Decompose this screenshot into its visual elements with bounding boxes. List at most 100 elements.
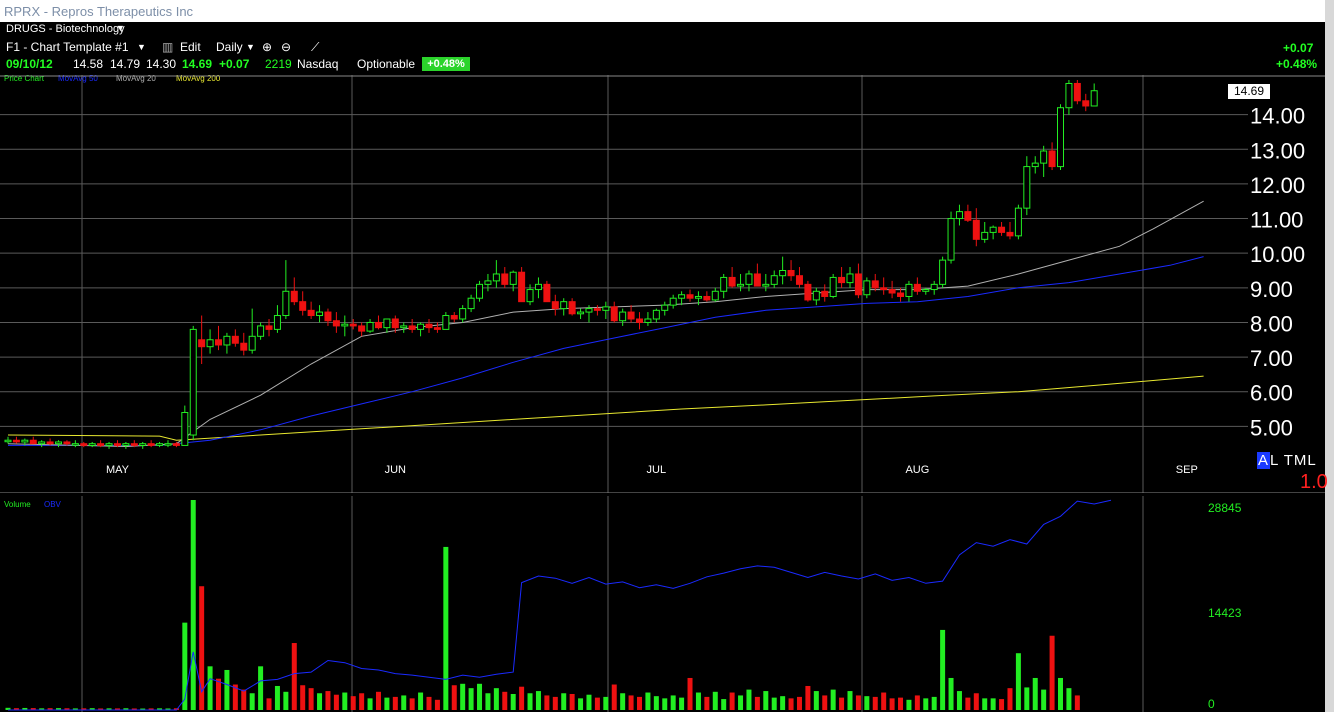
candle-up bbox=[1090, 90, 1098, 107]
candle-up bbox=[88, 443, 96, 446]
zoom-out-icon[interactable]: ⊖ bbox=[281, 40, 292, 54]
candle-up bbox=[189, 328, 197, 436]
candle-up bbox=[846, 273, 854, 284]
candle-down bbox=[374, 321, 382, 329]
volume-bar bbox=[1058, 677, 1063, 710]
volume-bar bbox=[384, 697, 390, 710]
volume-tick-label: 28845 bbox=[1208, 501, 1242, 515]
candle-up bbox=[156, 443, 164, 446]
volume-bar bbox=[359, 693, 365, 710]
volume-bar bbox=[948, 677, 954, 710]
legend-obv[interactable]: OBV bbox=[44, 500, 61, 509]
candle-up bbox=[417, 323, 425, 330]
volume-bar bbox=[493, 688, 499, 710]
volume-bar bbox=[881, 692, 887, 710]
candle-up bbox=[442, 315, 450, 330]
month-tick-label: JUL bbox=[647, 464, 667, 476]
edit-button[interactable]: Edit bbox=[180, 40, 201, 54]
candle-up bbox=[829, 276, 837, 297]
volume-bar bbox=[392, 696, 398, 710]
volume-bar bbox=[906, 699, 912, 710]
candle-down bbox=[501, 273, 509, 285]
volume-bar bbox=[662, 698, 668, 710]
candle-up bbox=[1040, 150, 1048, 164]
price-chart[interactable]: 14.00 13.00 12.00 11.00 10.00 9.00 8.00 7.00 6.0… bbox=[0, 75, 1325, 493]
candle-up bbox=[661, 304, 669, 311]
volume-bar bbox=[291, 643, 297, 710]
candle-down bbox=[215, 339, 222, 346]
candle-down bbox=[871, 280, 879, 289]
candle-down bbox=[897, 292, 905, 297]
volume-bar bbox=[426, 696, 432, 710]
volume-bar bbox=[999, 699, 1005, 710]
template-chevron-icon[interactable]: ▼ bbox=[137, 42, 146, 52]
template-dropdown[interactable]: F1 - Chart Template #1 bbox=[6, 40, 129, 54]
candle-up bbox=[257, 325, 265, 337]
quote-date: 09/10/12 bbox=[6, 57, 53, 71]
sector-label[interactable]: DRUGS - Biotechnology bbox=[6, 23, 125, 35]
candle-up bbox=[164, 443, 172, 446]
sector-dropdown-icon[interactable]: ▼ bbox=[116, 23, 125, 33]
candle-down bbox=[787, 270, 795, 277]
candle-up bbox=[737, 283, 745, 287]
period-chevron-icon[interactable]: ▼ bbox=[246, 42, 255, 52]
candle-up bbox=[745, 273, 753, 285]
volume-bar bbox=[123, 708, 129, 710]
legend-volume[interactable]: Volume bbox=[4, 500, 31, 509]
volume-bar bbox=[443, 546, 449, 710]
candle-up bbox=[939, 259, 947, 285]
scale-factor[interactable]: 1.0 bbox=[1300, 471, 1328, 493]
volume-bar bbox=[258, 666, 264, 710]
legend-ma20[interactable]: MovAvg 20 bbox=[116, 74, 156, 83]
aml-rest-label[interactable]: L TML bbox=[1270, 452, 1317, 469]
candle-down bbox=[1048, 150, 1056, 168]
candle-down bbox=[349, 323, 357, 327]
volume-bar bbox=[216, 678, 221, 710]
candle-up bbox=[366, 321, 374, 332]
legend-price-chart[interactable]: Price Chart bbox=[4, 74, 45, 83]
quote-open: 14.58 bbox=[73, 57, 104, 71]
period-dropdown[interactable]: Daily bbox=[216, 40, 243, 54]
volume-chart[interactable]: 28845 14423 0 bbox=[0, 496, 1325, 712]
candle-down bbox=[80, 443, 88, 446]
legend-ma50[interactable]: MovAvg 50 bbox=[58, 74, 98, 83]
candle-down bbox=[593, 308, 601, 311]
candle-down bbox=[265, 325, 273, 330]
candle-up bbox=[863, 280, 871, 296]
quote-high: 14.79 bbox=[110, 57, 141, 71]
candle-up bbox=[55, 441, 63, 445]
volume-bar bbox=[561, 693, 567, 710]
volume-bar bbox=[502, 691, 508, 710]
volume-bar bbox=[872, 696, 878, 710]
draw-tool-icon[interactable]: ⟋ bbox=[311, 40, 320, 54]
right-scrollbar-strip[interactable] bbox=[1325, 0, 1334, 712]
candle-up bbox=[1023, 166, 1031, 209]
candle-up bbox=[644, 318, 652, 323]
candle-up bbox=[922, 289, 930, 292]
aml-a-button[interactable]: A bbox=[1257, 452, 1271, 469]
volume-bar bbox=[325, 691, 331, 710]
volume-bar bbox=[796, 696, 802, 710]
volume-bar bbox=[173, 708, 179, 710]
price-tick-label: 10.00 bbox=[1250, 242, 1305, 267]
candle-up bbox=[619, 311, 627, 322]
volume-bar bbox=[712, 691, 718, 710]
volume-bar bbox=[274, 685, 280, 710]
quote-volume: 2219 bbox=[265, 57, 292, 71]
aml-toggle[interactable]: AL TML bbox=[1257, 452, 1317, 469]
candle-up bbox=[400, 325, 408, 329]
edit-icon[interactable]: ▥ bbox=[162, 40, 174, 54]
volume-bar bbox=[1041, 689, 1047, 710]
volume-bar bbox=[830, 689, 836, 710]
volume-bar bbox=[56, 708, 62, 710]
month-tick-label: JUN bbox=[385, 464, 406, 476]
volume-bar bbox=[367, 698, 373, 710]
zoom-in-icon[interactable]: ⊕ bbox=[262, 40, 273, 54]
volume-bar bbox=[687, 677, 693, 710]
candle-down bbox=[838, 276, 846, 284]
legend-ma200[interactable]: MovAvg 200 bbox=[176, 74, 221, 83]
obv-line bbox=[8, 499, 1112, 711]
candle-down bbox=[450, 315, 458, 320]
candle-up bbox=[711, 290, 719, 301]
candle-down bbox=[307, 309, 315, 317]
